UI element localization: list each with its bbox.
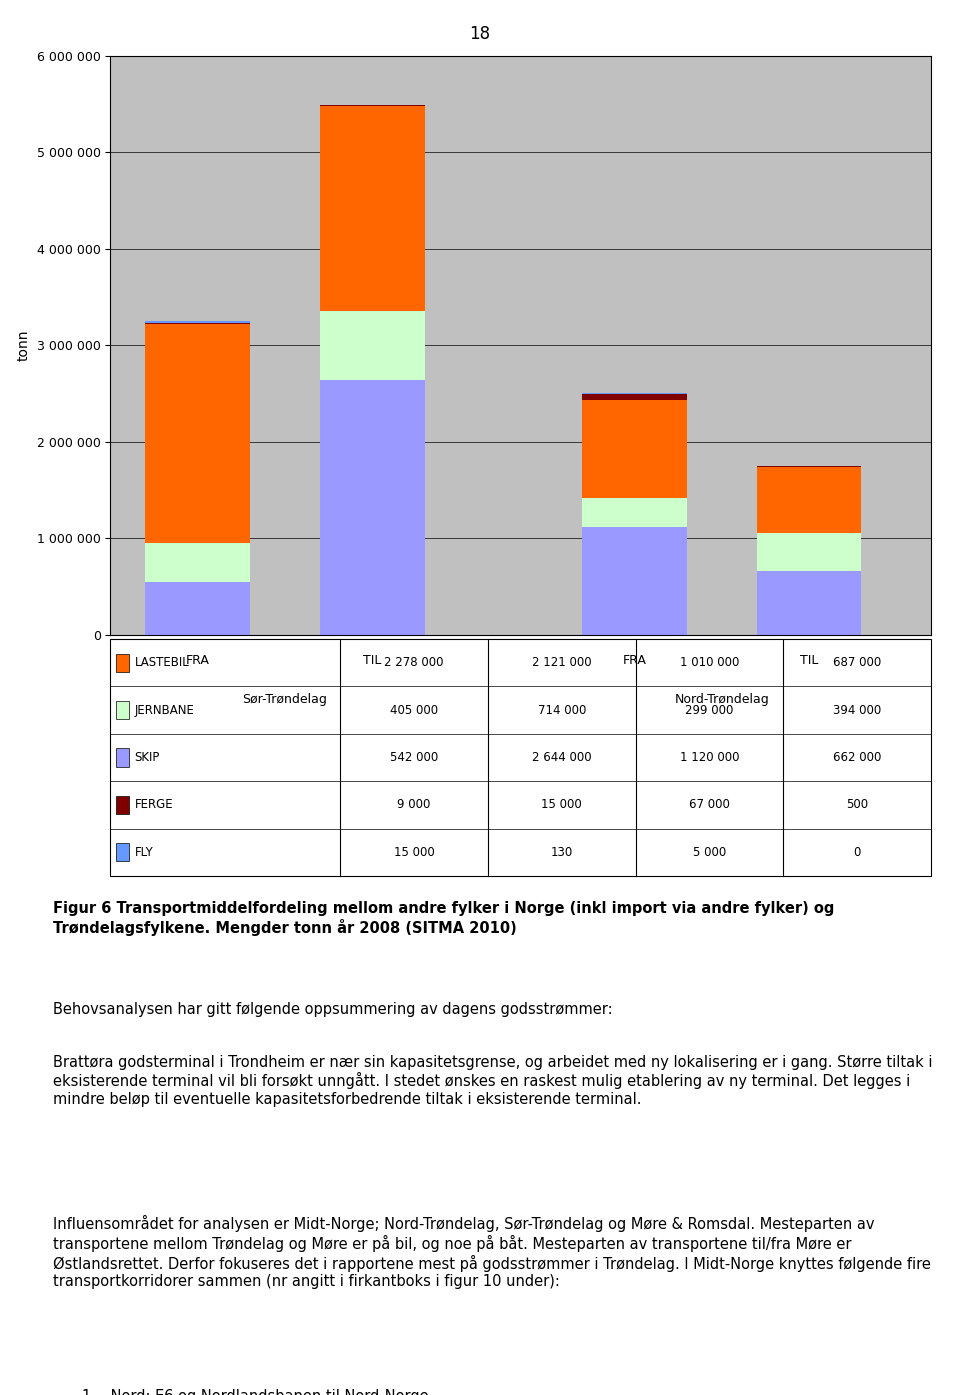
Text: 2 644 000: 2 644 000 [532, 751, 591, 764]
Text: 18: 18 [469, 25, 491, 43]
Text: 2 278 000: 2 278 000 [384, 656, 444, 670]
Bar [320, 311, 424, 379]
Text: SKIP: SKIP [134, 751, 159, 764]
Text: 0: 0 [853, 845, 861, 859]
Text: Sør-Trøndelag: Sør-Trøndelag [243, 692, 327, 706]
Text: 5 000: 5 000 [693, 845, 726, 859]
Text: 15 000: 15 000 [394, 845, 435, 859]
Bar [582, 527, 686, 635]
Text: 9 000: 9 000 [397, 798, 431, 812]
Bar [320, 106, 424, 311]
Bar [582, 393, 686, 400]
Text: TIL: TIL [363, 654, 381, 667]
Text: Influensområdet for analysen er Midt-Norge; Nord-Trøndelag, Sør-Trøndelag og Mør: Influensområdet for analysen er Midt-Nor… [53, 1215, 930, 1289]
Bar [582, 498, 686, 527]
Text: 299 000: 299 000 [685, 703, 733, 717]
Text: Figur 6 Transportmiddelfordeling mellom andre fylker i Norge (inkl import via an: Figur 6 Transportmiddelfordeling mellom … [53, 901, 834, 936]
Text: 1 010 000: 1 010 000 [680, 656, 739, 670]
Bar [756, 466, 861, 533]
Bar [145, 321, 251, 322]
Text: 662 000: 662 000 [833, 751, 881, 764]
Bar [320, 379, 424, 635]
Text: Nord-Trøndelag: Nord-Trøndelag [674, 692, 769, 706]
Text: 1. Nord: E6 og Nordlandsbanen til Nord-Norge: 1. Nord: E6 og Nordlandsbanen til Nord-N… [82, 1389, 428, 1395]
Text: 67 000: 67 000 [689, 798, 730, 812]
Bar [582, 400, 686, 498]
Bar [320, 105, 424, 106]
Text: 714 000: 714 000 [538, 703, 586, 717]
Text: JERNBANE: JERNBANE [134, 703, 194, 717]
Bar [756, 533, 861, 571]
Bar [145, 583, 251, 635]
Text: 394 000: 394 000 [833, 703, 881, 717]
Text: 542 000: 542 000 [390, 751, 438, 764]
Text: 15 000: 15 000 [541, 798, 582, 812]
Text: 500: 500 [847, 798, 869, 812]
Text: 687 000: 687 000 [833, 656, 881, 670]
Text: Brattøra godsterminal i Trondheim er nær sin kapasitetsgrense, og arbeidet med n: Brattøra godsterminal i Trondheim er nær… [53, 1055, 932, 1106]
Bar [756, 571, 861, 635]
Text: 2 121 000: 2 121 000 [532, 656, 591, 670]
Text: 1 120 000: 1 120 000 [680, 751, 739, 764]
Text: TIL: TIL [800, 654, 818, 667]
Text: 405 000: 405 000 [390, 703, 438, 717]
Text: FLY: FLY [134, 845, 154, 859]
Y-axis label: tonn: tonn [17, 329, 31, 361]
Text: FERGE: FERGE [134, 798, 173, 812]
Text: FRA: FRA [186, 654, 209, 667]
Text: Behovsanalysen har gitt følgende oppsummering av dagens godsstrømmer:: Behovsanalysen har gitt følgende oppsumm… [53, 1002, 612, 1017]
Bar [145, 543, 251, 583]
Text: 130: 130 [551, 845, 573, 859]
Text: LASTEBIL: LASTEBIL [134, 656, 189, 670]
Text: FRA: FRA [622, 654, 646, 667]
Bar [145, 324, 251, 543]
